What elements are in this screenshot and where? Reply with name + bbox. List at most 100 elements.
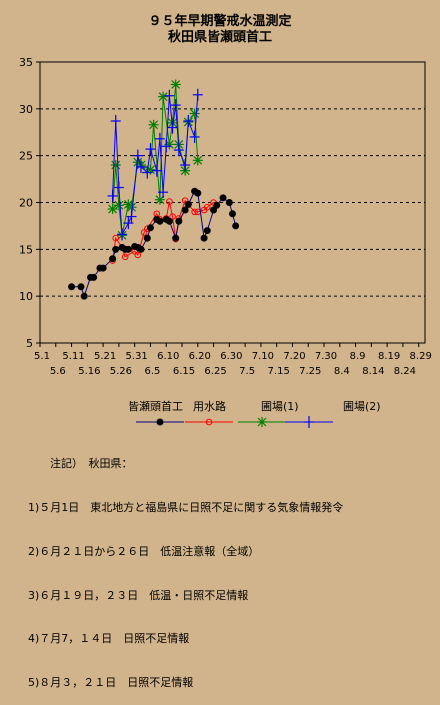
data-point — [164, 89, 175, 102]
legend-label: 用水路 — [193, 400, 226, 413]
marker-stroke — [127, 202, 136, 212]
x-tick-label-top: 5.1 — [34, 351, 50, 362]
data-point — [194, 189, 202, 197]
data-point — [203, 227, 211, 235]
y-tick-label: 15 — [19, 243, 33, 256]
legend-label: 皆瀬頭首工 — [128, 399, 183, 413]
x-tick-label-top: 8.19 — [378, 351, 400, 362]
legend: 皆瀬頭首工 用水路 圃場(1) 圃場(2) — [128, 399, 381, 428]
data-point — [189, 108, 200, 119]
chart-title-line2: 秋田県皆瀬頭首工 — [167, 30, 272, 45]
y-axis: 5 10 15 20 25 30 35 — [19, 56, 40, 350]
x-tick-label-bottom: 5.6 — [50, 366, 66, 377]
data-point — [77, 283, 85, 291]
legend-item-4: 圃場(2) — [285, 400, 381, 428]
data-point — [210, 206, 218, 214]
x-tick-label-top: 5.21 — [94, 351, 116, 362]
data-point — [192, 155, 203, 166]
data-point — [158, 91, 169, 102]
x-tick-label-bottom: 6.15 — [173, 366, 195, 377]
notes: 注記） 秋田県： 1)５月1日 東北地方と福島県に日照不足に関する気象情報発令 … — [28, 428, 343, 705]
note-line-4: 4)７月7，１４日 日照不足情報 — [28, 632, 190, 646]
marker-stroke — [111, 160, 121, 170]
data-point — [213, 201, 221, 209]
data-point — [113, 200, 124, 211]
data-point — [232, 222, 240, 230]
data-point — [145, 143, 156, 156]
y-tick-label: 20 — [19, 197, 33, 210]
data-point — [175, 217, 183, 225]
x-tick-label-bottom: 7.25 — [299, 366, 321, 377]
data-point — [99, 264, 107, 272]
marker-stroke — [158, 92, 168, 102]
data-point — [90, 273, 98, 281]
data-point — [151, 164, 162, 177]
marker-stroke — [108, 204, 118, 214]
data-point — [257, 417, 267, 427]
data-point — [110, 115, 121, 128]
marker-stroke — [193, 155, 203, 165]
data-point — [166, 198, 173, 205]
data-point — [109, 255, 117, 263]
data-point — [191, 208, 198, 216]
data-point — [184, 200, 192, 208]
line-chart: 5 10 15 20 25 30 35 5.1 5.11 5.21 5.31 6.10 6.20 6.3… — [19, 56, 432, 428]
x-tick-label-bottom: 5.16 — [78, 366, 100, 377]
data-point — [229, 210, 236, 218]
data-point — [180, 159, 191, 172]
data-point — [148, 119, 159, 130]
note-line-5: 5)８月３，２１日 日照不足情報 — [28, 676, 194, 690]
data-point — [205, 418, 213, 426]
series-1 — [68, 187, 240, 300]
data-point — [167, 121, 178, 134]
data-point — [225, 199, 233, 206]
y-tick-label: 30 — [19, 103, 33, 116]
chart-title-line1: ９５年早期警戒水温測定 — [148, 14, 292, 29]
x-tick-label-bottom: 8.4 — [334, 366, 350, 377]
data-point — [134, 251, 142, 259]
data-point — [169, 213, 176, 220]
data-point — [158, 186, 169, 199]
x-tick-label-top: 7.10 — [252, 351, 274, 362]
y-tick-label: 35 — [19, 56, 33, 69]
marker-stroke — [257, 417, 267, 427]
x-tick-label-bottom: 8.14 — [362, 366, 384, 377]
note-line-1: 1)５月1日 東北地方と福島県に日照不足に関する気象情報発令 — [28, 500, 344, 514]
x-tick-label-bottom: 5.26 — [110, 366, 132, 377]
series-line — [112, 94, 199, 237]
legend-label: 圃場(2) — [343, 400, 381, 413]
data-point — [154, 194, 165, 205]
legend-item-3: 圃場(1) — [238, 400, 299, 427]
x-axis: 5.1 5.11 5.21 5.31 6.10 6.20 6.30 7.10 7.20 7.30 8… — [34, 343, 432, 377]
x-tick-label-top: 6.20 — [189, 351, 211, 362]
data-point — [173, 144, 184, 157]
data-point — [135, 160, 146, 173]
data-point — [126, 202, 137, 213]
series-4 — [107, 88, 203, 241]
marker-stroke — [171, 80, 181, 89]
series-group — [68, 79, 240, 300]
data-point — [113, 181, 124, 194]
data-point — [156, 217, 164, 225]
data-point — [161, 140, 172, 153]
data-point — [200, 234, 208, 242]
legend-item-1: 皆瀬頭首工 — [128, 399, 184, 426]
data-point — [156, 418, 164, 426]
data-point — [165, 217, 173, 225]
x-tick-label-top: 5.31 — [126, 351, 148, 362]
notes-heading: 注記） 秋田県： — [50, 457, 133, 471]
note-line-3: 3)６月１９日，２３日 低温・日照不足情報 — [28, 588, 249, 602]
data-point — [137, 245, 145, 253]
data-point — [132, 149, 143, 162]
data-point — [304, 416, 314, 428]
x-tick-label-bottom: 7.5 — [239, 366, 255, 377]
data-point — [189, 130, 200, 143]
data-point — [146, 224, 154, 232]
marker-stroke — [149, 120, 159, 130]
y-tick-label: 5 — [26, 337, 33, 350]
x-tick-label-top: 6.30 — [220, 351, 242, 362]
marker-stroke — [190, 109, 200, 118]
x-tick-label-top: 5.11 — [62, 351, 84, 362]
series-line — [112, 84, 199, 236]
data-point — [107, 189, 118, 202]
